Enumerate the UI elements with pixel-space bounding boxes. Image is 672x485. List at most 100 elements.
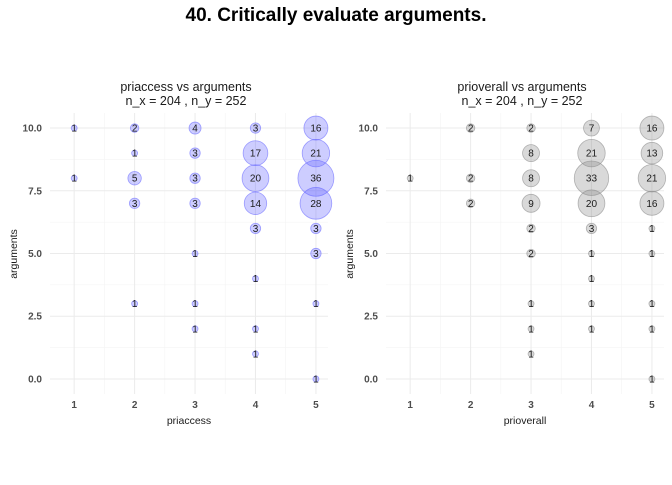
- y-tick-label: 0.0: [364, 374, 378, 385]
- bubble-label: 13: [646, 149, 658, 160]
- bubble: [640, 141, 664, 165]
- bubble: [465, 123, 476, 133]
- bubble: [70, 174, 78, 182]
- y-tick-label: 10.0: [23, 124, 43, 135]
- x-tick-label: 3: [192, 400, 198, 411]
- bubble-label: 3: [253, 224, 259, 235]
- bubble-label: 1: [589, 324, 595, 335]
- bubble-label: 1: [589, 249, 595, 260]
- bubble: [127, 171, 142, 186]
- bubble: [70, 124, 78, 132]
- bubble: [639, 115, 665, 141]
- bubble: [191, 300, 199, 308]
- bubble-label: 14: [250, 199, 262, 210]
- bubble-label: 1: [649, 249, 655, 260]
- bubble: [131, 300, 139, 308]
- panel-title: prioverall vs arguments: [457, 80, 586, 94]
- x-axis-label: prioverall: [504, 415, 547, 427]
- bubble: [129, 123, 140, 133]
- bubble: [577, 189, 606, 218]
- y-tick-label: 10.0: [359, 124, 379, 135]
- bubble-label: 1: [649, 324, 655, 335]
- bubble-label: 36: [310, 174, 322, 185]
- bubble-label: 21: [646, 174, 658, 185]
- bubble-label: 1: [649, 224, 655, 235]
- bubble: [297, 159, 335, 197]
- bubble-label: 8: [528, 149, 534, 160]
- bubble-label: 2: [528, 124, 534, 135]
- bubble-label: 4: [192, 124, 198, 135]
- bubble: [189, 197, 201, 209]
- bubble: [252, 275, 259, 282]
- bubble: [527, 325, 535, 333]
- bubble: [588, 325, 595, 333]
- bubble: [648, 250, 656, 257]
- bubble: [301, 138, 331, 168]
- bubble: [573, 160, 610, 196]
- x-tick-label: 2: [132, 400, 138, 411]
- y-tick-label: 7.5: [364, 186, 378, 197]
- bubble-label: 16: [646, 124, 658, 135]
- bubble: [639, 190, 665, 216]
- bubble-label: 1: [649, 374, 655, 385]
- bubble: [526, 248, 536, 259]
- bubble-label: 1: [649, 299, 655, 310]
- bubble-label: 8: [528, 174, 534, 185]
- bubble: [588, 275, 595, 282]
- bubble: [312, 300, 320, 308]
- bubble-label: 16: [646, 199, 658, 210]
- bubble: [585, 222, 598, 235]
- bubble: [588, 300, 595, 308]
- x-tick-label: 5: [649, 400, 655, 411]
- bubble: [249, 222, 262, 235]
- bubble-label: 1: [407, 174, 413, 185]
- y-tick-label: 0.0: [28, 374, 42, 385]
- bubble: [243, 191, 268, 215]
- bubble: [189, 147, 201, 159]
- bubble: [465, 198, 476, 208]
- bubble-label: 16: [310, 124, 322, 135]
- bubble-label: 1: [528, 349, 534, 360]
- bubble-label: 5: [132, 174, 138, 185]
- bubble: [249, 122, 262, 134]
- x-tick-label: 2: [468, 400, 474, 411]
- bubble: [648, 325, 656, 333]
- bubble: [527, 350, 535, 358]
- y-axis-label: arguments: [8, 229, 20, 279]
- bubble: [129, 197, 141, 209]
- bubble-label: 3: [313, 224, 319, 235]
- bubble-label: 20: [586, 199, 598, 210]
- bubble-label: 21: [586, 149, 598, 160]
- bubble-label: 3: [192, 149, 198, 160]
- bubble-label: 2: [468, 174, 474, 185]
- bubble: [526, 223, 536, 234]
- bubble-label: 3: [132, 199, 138, 210]
- bubble: [191, 325, 199, 333]
- y-tick-label: 2.5: [28, 312, 42, 323]
- bubble: [521, 193, 541, 213]
- y-tick-label: 7.5: [28, 186, 42, 197]
- y-tick-label: 2.5: [364, 312, 378, 323]
- bubble-label: 1: [192, 299, 198, 310]
- x-tick-label: 5: [313, 400, 319, 411]
- bubble-label: 2: [468, 199, 474, 210]
- bubble: [522, 169, 540, 188]
- bubble-label: 1: [313, 299, 319, 310]
- bubble: [252, 325, 259, 333]
- bubble-label: 1: [132, 299, 138, 310]
- bubble: [526, 123, 536, 133]
- x-tick-label: 1: [407, 400, 413, 411]
- bubble-label: 2: [528, 224, 534, 235]
- bubble: [522, 144, 540, 163]
- bubble: [303, 115, 329, 141]
- bubble: [648, 375, 656, 383]
- y-axis-label: arguments: [344, 229, 356, 279]
- bubble: [241, 164, 270, 193]
- bubble-label: 1: [253, 324, 259, 335]
- bubble: [583, 119, 600, 137]
- bubble: [648, 300, 656, 308]
- bubble: [310, 222, 322, 235]
- bubble-label: 1: [192, 324, 198, 335]
